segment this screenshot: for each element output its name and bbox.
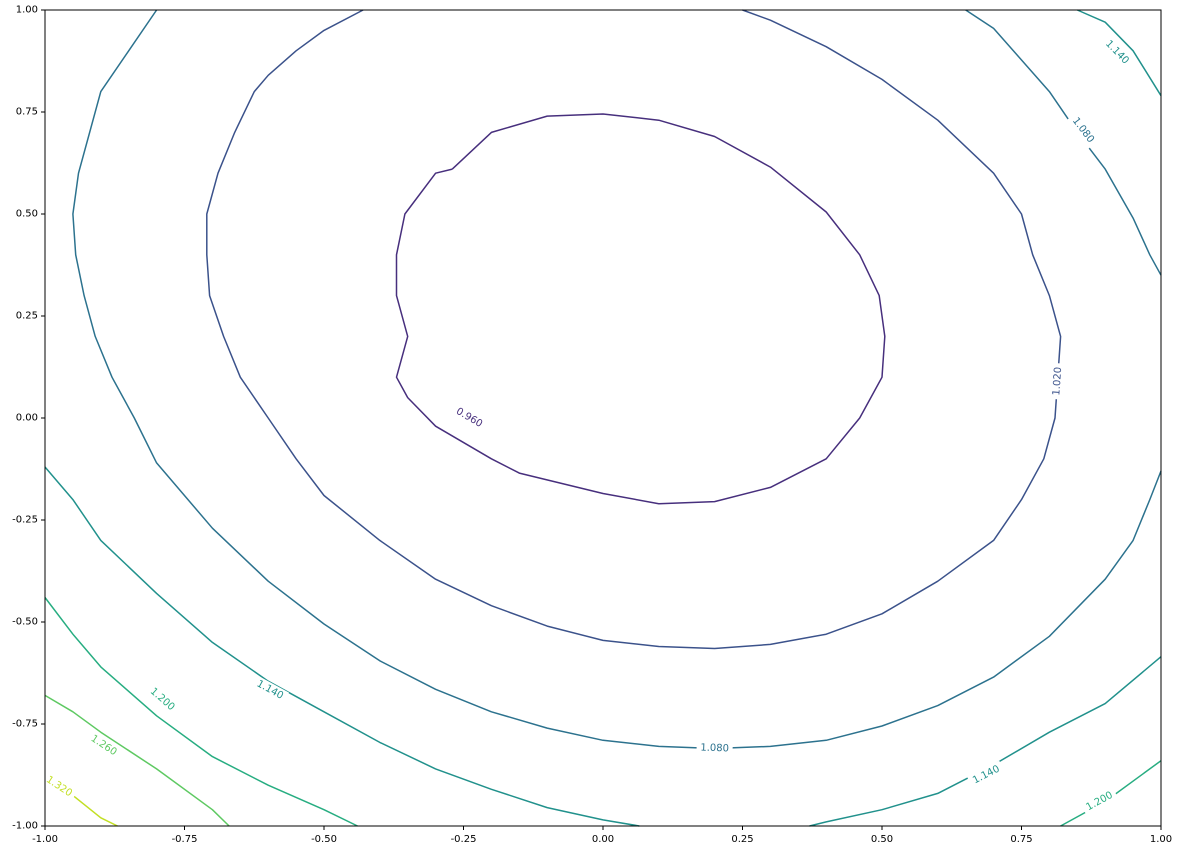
x-axis: -1.00 -0.75 -0.50 -0.25 0.00 0.25 0.50 0.75 1.00	[32, 826, 1172, 845]
contour-label-1.080: 1.080	[700, 742, 729, 754]
contour-label-bg	[1066, 111, 1100, 149]
x-tick-label: 0.50	[871, 834, 893, 845]
x-tick-label: 0.00	[592, 834, 614, 845]
contour-line-1.080-0	[72, 9, 1162, 750]
contour-label-bg	[144, 682, 181, 717]
contour-label-bg	[84, 729, 123, 762]
contour-label-bg	[250, 675, 290, 705]
x-tick-label: 0.25	[731, 834, 753, 845]
contour-label-0.960: 0.960	[454, 406, 484, 430]
contour-label-1.140: 1.140	[971, 764, 1002, 787]
y-tick-label: -0.75	[12, 719, 38, 730]
y-tick-label: -0.25	[12, 515, 38, 526]
contour-line-1.140-2	[1076, 9, 1162, 97]
contour-label-bg	[1099, 34, 1135, 71]
x-tick-label: -1.00	[32, 834, 58, 845]
contour-line-1.260-0	[44, 694, 230, 827]
x-tick-label: 1.00	[1150, 834, 1172, 845]
y-tick-label: -0.50	[12, 617, 38, 628]
contour-line-1.020-0	[206, 9, 1062, 650]
axes-frame	[44, 9, 1162, 827]
y-tick-label: 1.00	[16, 5, 38, 16]
contour-label-bg	[696, 740, 733, 757]
x-tick-label: 0.75	[1010, 834, 1032, 845]
contour-label-1.200: 1.200	[1084, 790, 1114, 813]
contour-lines	[44, 9, 1162, 827]
y-tick-label: 0.50	[16, 209, 38, 220]
y-tick-label: 0.75	[16, 107, 38, 118]
contour-label-bg	[1080, 786, 1119, 817]
contour-label-bg	[1049, 362, 1066, 400]
contour-label-1.020: 1.020	[1051, 367, 1064, 396]
contour-label-bg	[967, 760, 1006, 790]
y-tick-label: 0.25	[16, 311, 38, 322]
contour-line-1.200-0	[44, 597, 358, 827]
x-tick-label: -0.75	[172, 834, 198, 845]
y-tick-label: 0.00	[16, 413, 38, 424]
contour-line-1.140-0	[44, 466, 640, 827]
contour-label-bg	[450, 402, 489, 434]
contour-line-1.140-1	[809, 656, 1162, 827]
contour-line-0.960-0	[395, 113, 886, 505]
x-tick-label: -0.25	[451, 834, 477, 845]
contour-label-bg	[40, 771, 78, 803]
y-axis: -1.00 -0.75 -0.50 -0.25 0.00 0.25 0.50 0.75 1.00	[12, 5, 45, 832]
x-tick-label: -0.50	[311, 834, 337, 845]
y-tick-label: -1.00	[12, 821, 38, 832]
contour-line-1.080-1	[965, 9, 1162, 276]
